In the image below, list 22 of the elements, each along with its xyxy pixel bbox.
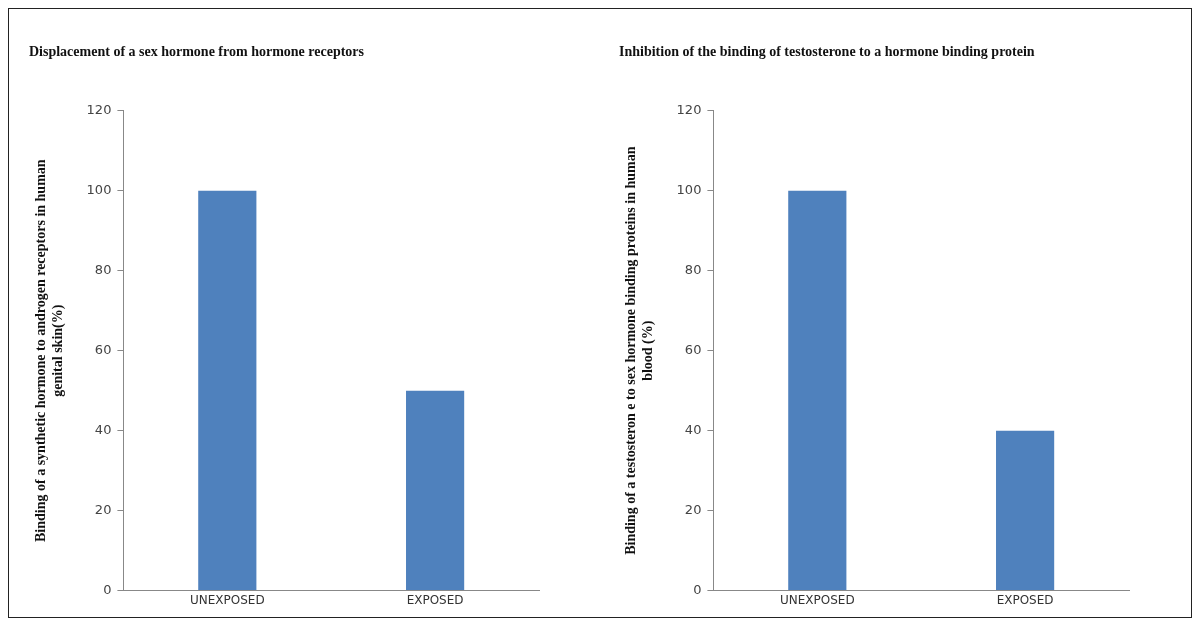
y-axis-title: Binding of a testosteron e to sex hormone binding proteins in human blood (%) <box>623 146 656 555</box>
y-tick-label: 20 <box>684 502 702 518</box>
y-tick-label: 0 <box>103 581 112 597</box>
y-tick-label: 20 <box>94 502 112 518</box>
y-axis-title: Binding of a synthetic hormone to androgen receptors in human genital skin(%) <box>33 159 66 542</box>
x-tick-label: UNEXPOSED <box>779 592 855 607</box>
y-tick-label: 40 <box>684 422 702 438</box>
x-tick-label: EXPOSED <box>406 592 464 607</box>
x-tick-label: EXPOSED <box>996 592 1054 607</box>
y-tick-label: 60 <box>94 342 112 358</box>
y-tick-label: 80 <box>684 262 702 278</box>
y-tick-label: 100 <box>86 182 112 198</box>
y-tick-label: 40 <box>94 422 112 438</box>
y-tick-label: 120 <box>676 102 702 118</box>
x-tick-label: UNEXPOSED <box>189 592 265 607</box>
y-tick-label: 120 <box>86 102 112 118</box>
y-tick-label: 100 <box>676 182 702 198</box>
y-tick-label: 0 <box>693 581 702 597</box>
y-tick-label: 60 <box>684 342 702 358</box>
y-tick-label: 80 <box>94 262 112 278</box>
chart-title: Inhibition of the binding of testosterone to a hormone binding protein <box>619 44 1035 60</box>
chart-title: Displacement of a sex hormone from hormone receptors <box>29 44 365 60</box>
